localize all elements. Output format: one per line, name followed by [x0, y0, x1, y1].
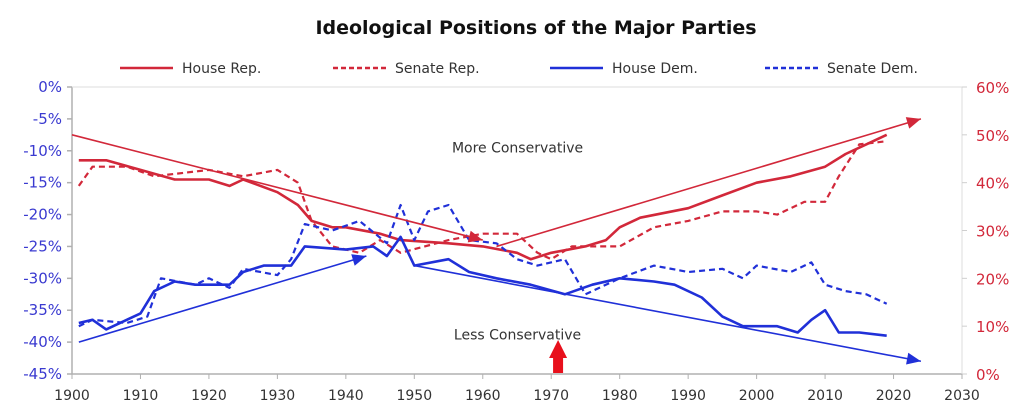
trend-arrow-head — [467, 230, 483, 243]
y-tick-right-label: 50% — [976, 127, 1009, 145]
trend-arrow-line — [71, 134, 483, 241]
trend-arrow-line — [496, 118, 922, 248]
annotation-more-conservative: More Conservative — [452, 141, 583, 157]
x-tick-label: 1960 — [465, 388, 501, 404]
series-line-senate-rep — [77, 140, 887, 261]
y-tick-right-label: 0% — [976, 366, 1000, 384]
chart-title: Ideological Positions of the Major Parti… — [315, 17, 756, 39]
x-tick-label: 2010 — [807, 388, 843, 404]
legend-label: Senate Rep. — [395, 61, 480, 77]
y-tick-left-label: -25% — [23, 237, 62, 255]
legend-label: Senate Dem. — [827, 61, 918, 77]
y-tick-left-label: -15% — [23, 174, 62, 192]
series-line-senate-dem — [78, 203, 888, 328]
series-line-house-rep — [78, 133, 888, 261]
y-tick-right-label: 20% — [976, 270, 1009, 288]
y-tick-left-label: -10% — [23, 142, 62, 160]
trend-arrow-line — [414, 264, 922, 363]
series-line-house-dem — [78, 235, 887, 337]
annotations: More Conservative Less Conservative — [452, 141, 583, 373]
y-tick-right-label: 10% — [976, 318, 1009, 336]
x-tick-label: 2020 — [876, 388, 912, 404]
trend-arrows — [71, 117, 922, 365]
axes: 0% -5% -10% -15% -20% -25% -30% -35% -40% -45% 60%… — [23, 78, 1009, 404]
y-tick-right-label: 30% — [976, 223, 1009, 241]
up-arrow-marker-icon — [549, 340, 568, 373]
legend-label: House Rep. — [182, 61, 261, 77]
trend-arrow-line — [78, 255, 367, 343]
x-tick-label: 1940 — [328, 388, 364, 404]
x-tick-label: 1990 — [670, 388, 706, 404]
legend: House Rep. Senate Rep. House Dem. Senate De… — [120, 61, 918, 77]
x-tick-label: 1930 — [260, 388, 296, 404]
y-tick-left-label: -35% — [23, 301, 62, 319]
y-tick-right-label: 60% — [976, 79, 1009, 97]
x-tick-label: 1920 — [191, 388, 227, 404]
x-tick-label: 2030 — [944, 388, 980, 404]
x-tick-label: 2000 — [739, 388, 775, 404]
y-tick-left-label: -40% — [23, 333, 62, 351]
y-tick-left-label: 0% — [38, 78, 62, 96]
x-tick-label: 1900 — [54, 388, 90, 404]
trend-arrow-head — [351, 254, 367, 266]
x-tick-label: 1980 — [602, 388, 638, 404]
annotation-less-conservative: Less Conservative — [454, 327, 581, 343]
legend-label: House Dem. — [612, 61, 698, 77]
y-tick-left-label: -20% — [23, 206, 62, 224]
y-tick-right-label: 40% — [976, 175, 1009, 193]
y-tick-left-label: -5% — [33, 110, 62, 128]
y-tick-left-label: -45% — [23, 365, 62, 383]
x-tick-label: 1950 — [396, 388, 432, 404]
trend-arrow-head — [906, 352, 921, 365]
series-group — [77, 133, 888, 337]
y-tick-left-label: -30% — [23, 269, 62, 287]
x-tick-label: 1910 — [123, 388, 159, 404]
trend-arrow-head — [905, 117, 921, 129]
x-tick-label: 1970 — [533, 388, 569, 404]
